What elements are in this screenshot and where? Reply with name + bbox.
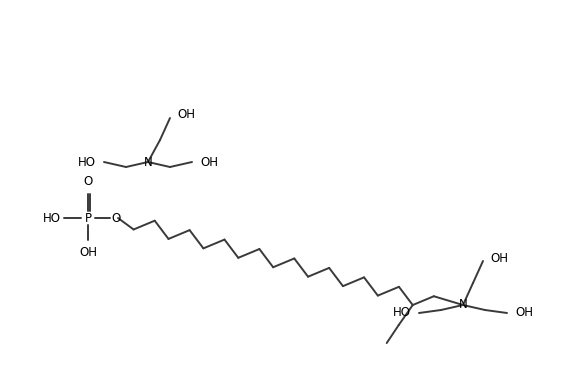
Text: OH: OH [177, 108, 195, 120]
Text: OH: OH [79, 246, 97, 259]
Text: O: O [84, 175, 93, 188]
Text: N: N [144, 156, 152, 168]
Text: HO: HO [393, 307, 411, 320]
Text: OH: OH [515, 307, 533, 320]
Text: OH: OH [200, 156, 218, 168]
Text: P: P [85, 212, 92, 224]
Text: O: O [112, 212, 121, 224]
Text: HO: HO [78, 156, 96, 168]
Text: N: N [458, 298, 467, 312]
Text: HO: HO [43, 212, 61, 224]
Text: OH: OH [490, 252, 508, 264]
